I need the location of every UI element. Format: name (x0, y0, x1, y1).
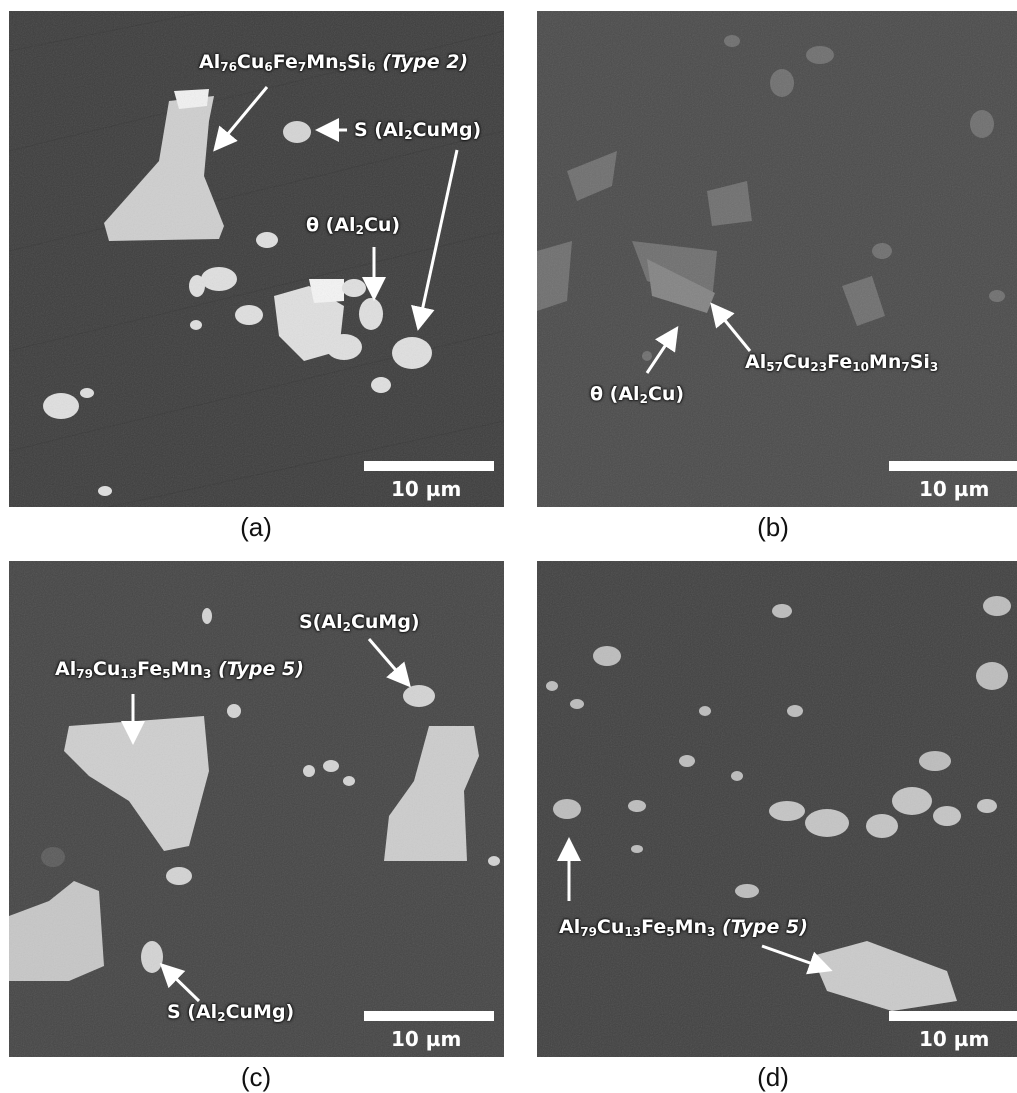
panel-b: Al57Cu23Fe10Mn7Si3 θ (Al2Cu) 10 µm (537, 11, 1017, 507)
panel-c: Al79Cu13Fe5Mn3 (Type 5) S(Al2CuMg) S (Al… (9, 561, 504, 1057)
panel-a: Al76Cu6Fe7Mn5Si6 (Type 2) S (Al2CuMg) θ … (9, 11, 504, 507)
scale-bar (889, 461, 1017, 471)
scale-bar (889, 1011, 1017, 1021)
sem-image-a (9, 11, 504, 507)
scale-bar (364, 461, 494, 471)
sem-image-d (537, 561, 1017, 1057)
scale-label: 10 µm (919, 477, 990, 501)
caption-c: (c) (240, 1062, 272, 1092)
label-type5-phase: Al79Cu13Fe5Mn3 (Type 5) (55, 658, 304, 681)
label-s-phase: S (Al2CuMg) (354, 119, 482, 142)
scale-label: 10 µm (391, 477, 462, 501)
caption-b: (b) (757, 512, 789, 542)
panel-d: Al79Cu13Fe5Mn3 (Type 5) 10 µm (537, 561, 1017, 1057)
sem-image-c (9, 561, 504, 1057)
scale-label: 10 µm (919, 1027, 990, 1051)
label-theta-phase: θ (Al2Cu) (306, 214, 401, 237)
sem-image-b (537, 11, 1017, 507)
label-s-phase-top: S(Al2CuMg) (299, 611, 420, 634)
scale-bar (364, 1011, 494, 1021)
caption-d: (d) (757, 1062, 789, 1092)
label-theta-phase: θ (Al2Cu) (590, 383, 685, 406)
label-type5-phase: Al79Cu13Fe5Mn3 (Type 5) (559, 916, 808, 939)
caption-a: (a) (240, 512, 272, 542)
label-al57-phase: Al57Cu23Fe10Mn7Si3 (745, 351, 939, 374)
label-s-phase-bottom: S (Al2CuMg) (167, 1001, 295, 1024)
scale-label: 10 µm (391, 1027, 462, 1051)
label-type2-phase: Al76Cu6Fe7Mn5Si6 (Type 2) (199, 51, 469, 74)
